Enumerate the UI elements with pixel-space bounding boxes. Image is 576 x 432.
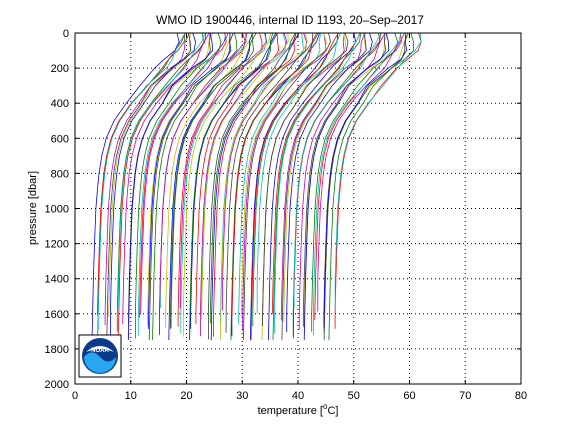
profile-line [168,32,253,341]
profile-line [219,32,308,341]
profile-line [250,32,339,341]
temperature-profiles [91,32,422,341]
profile-line [170,32,255,328]
profile-line [314,32,402,321]
y-tick-label: 1800 [45,344,69,356]
profile-line [225,32,314,333]
profile-line [147,32,235,326]
chart-title: WMO ID 1900446, internal ID 1193, 20–Sep… [156,13,424,27]
x-tick-label: 80 [515,390,527,402]
profile-line [195,32,280,325]
y-tick-label: 800 [51,168,69,180]
profile-line [230,32,319,341]
profile-line [231,32,318,316]
y-tick-label: 1200 [45,239,69,251]
profile-line [199,32,288,337]
x-tick-label: 0 [72,390,78,402]
profile-line [179,32,267,309]
x-tick-label: 60 [403,390,415,402]
profile-line [328,32,414,341]
profile-line [137,32,227,336]
y-axis-ticks: 0 200 400 600 800 1000 1200 1400 1600 1800 2000 [45,28,521,391]
profile-line [106,32,192,341]
x-axis-label-unit: C] [327,405,338,417]
profile-line [209,32,296,324]
y-tick-label: 2000 [45,379,69,391]
profile-line [323,32,408,328]
profile-line [177,32,263,327]
profile-line [190,32,277,329]
profile-line [117,32,207,341]
x-axis-label-main: temperature [ [258,405,323,417]
profile-line [262,32,349,326]
profile-line [311,32,399,332]
profile-line [122,32,210,325]
y-axis-label: pressure [dbar] [27,171,39,245]
y-tick-label: 400 [51,98,69,110]
profile-line [127,32,214,341]
profile-line [148,32,232,329]
noaa-logo: NOAA [78,334,122,378]
profile-line [302,32,387,327]
profile-line [118,32,206,310]
x-tick-label: 70 [459,390,471,402]
profile-line [334,32,422,329]
profile-line [312,32,402,335]
profile-line [281,32,367,341]
profile-line [91,32,180,341]
profile-line [298,32,386,331]
profile-line [182,32,272,337]
profile-line [169,32,257,330]
y-tick-label: 0 [63,28,69,40]
profile-line [201,32,289,320]
profile-line [97,32,186,315]
x-tick-label: 20 [180,390,192,402]
profile-line [317,32,405,312]
x-tick-label: 50 [348,390,360,402]
x-axis-label-degree: o [323,402,328,411]
profile-line [334,32,422,310]
grid-lines [75,33,521,384]
x-axis-label: temperature [oC] [258,402,339,417]
y-tick-label: 1600 [45,309,69,321]
profile-line [159,32,248,334]
profile-line [140,32,229,315]
profile-line [303,32,390,341]
profile-line [250,32,339,341]
profile-line [268,32,357,341]
logo-text: NOAA [91,348,109,354]
profile-line [242,32,327,331]
y-tick-label: 600 [51,133,69,145]
profile-line [293,32,382,308]
x-tick-label: 40 [292,390,304,402]
profile-line [110,32,197,337]
y-tick-label: 1400 [45,274,69,286]
profile-line [243,32,332,341]
profile-line [207,32,297,340]
profile-line [165,32,254,329]
profile-line [283,32,367,322]
y-tick-label: 200 [51,63,69,75]
profile-line [210,32,300,341]
profile-line [104,32,190,325]
profile-line [271,32,361,314]
profile-line [213,32,297,337]
profile-line [273,32,362,334]
profile-line [97,32,186,330]
profile-line [256,32,341,314]
logo-bird [86,346,114,352]
profile-line [222,32,307,311]
x-tick-label: 10 [125,390,137,402]
logo-wave [84,352,116,373]
profile-line [152,32,238,341]
x-axis-ticks: 0 10 20 30 40 50 60 70 80 [72,33,527,402]
y-tick-label: 1000 [45,204,69,216]
profile-line [280,32,366,321]
profile-line [238,32,322,325]
profile-line [272,32,362,341]
x-tick-label: 30 [236,390,248,402]
profile-line [189,32,274,341]
profile-line [286,32,373,332]
